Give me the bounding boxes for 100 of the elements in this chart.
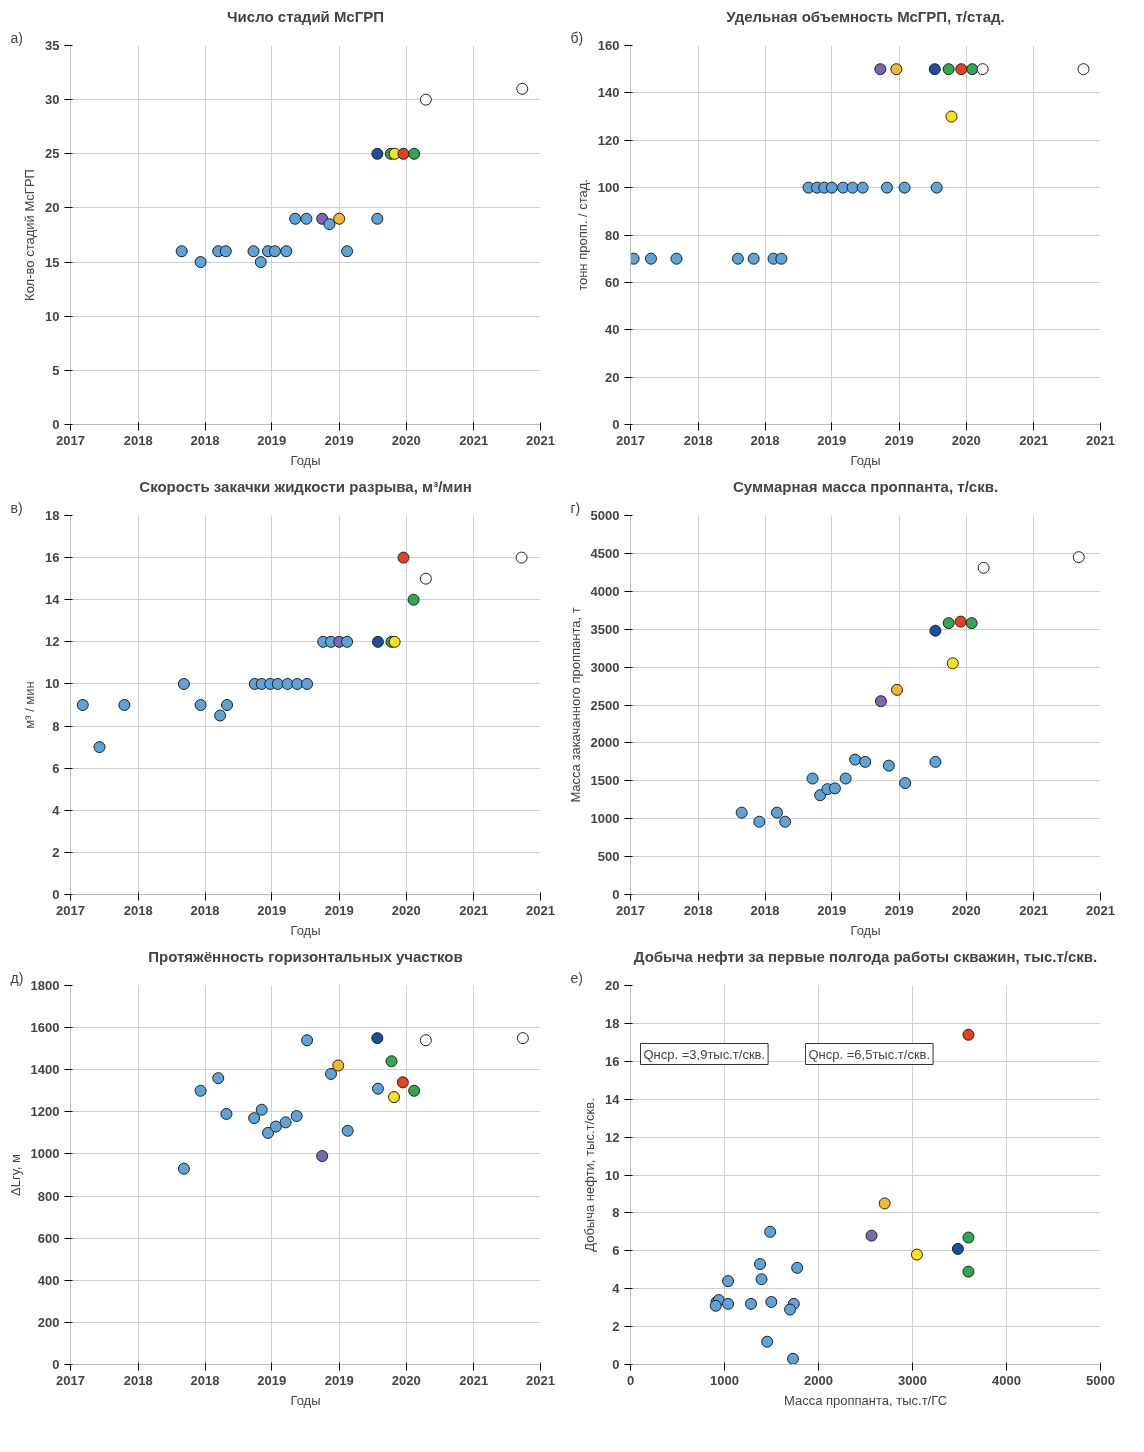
chart-title: Добыча нефти за первые полгода работы скважин, тыс.т/скв. (633, 947, 1098, 965)
y-tick-label: 0 (52, 1357, 60, 1372)
y-tick-label: 6 (52, 760, 60, 776)
y-tick-label: 600 (37, 1230, 60, 1246)
y-tick-label: 8 (52, 718, 60, 734)
x-tick-label: 2020 (391, 902, 421, 918)
x-tick-label: 2019 (817, 902, 847, 918)
y-tick-label: 5 (52, 362, 60, 378)
x-tick-label: 2018 (190, 1372, 220, 1388)
x-tick-label: 2021 (459, 902, 489, 918)
y-tick-label: 15 (45, 254, 60, 270)
chart-title: Удельная объемность МсГРП, т/стад. (726, 7, 1005, 25)
y-tick-label: 20 (605, 369, 620, 385)
y-tick-label: 4 (52, 802, 61, 818)
y-tick-label: 1000 (590, 811, 620, 827)
chart-title: Суммарная масса проппанта, т/скв. (732, 477, 999, 495)
y-tick-label: 18 (605, 1015, 620, 1031)
y-tick-label: 1600 (30, 1020, 60, 1036)
y-tick-label: 0 (52, 417, 60, 432)
y-tick-label: 0 (612, 417, 620, 432)
chart-title: Число стадий МсГРП (227, 7, 384, 25)
y-tick-label: 1200 (30, 1104, 60, 1120)
text: а) (10, 29, 23, 46)
x-tick-label: 2019 (257, 902, 287, 918)
y-tick-label: 500 (597, 849, 620, 865)
y-axis-title: м³ / мин (22, 681, 38, 729)
x-tick-label: 2019 (257, 1372, 287, 1388)
y-tick-label: 80 (605, 227, 620, 243)
x-tick-label: 2019 (324, 432, 354, 448)
y-tick-label: 1500 (590, 773, 620, 789)
x-axis-title: Годы (290, 452, 321, 468)
y-tick-label: 60 (605, 274, 620, 290)
x-tick-label: 2020 (951, 902, 981, 918)
y-tick-label: 14 (605, 1091, 621, 1107)
x-axis-title: Годы (850, 922, 881, 938)
x-tick-label: 3000 (898, 1372, 927, 1388)
text: е) (570, 969, 583, 986)
x-tick-label: 2018 (190, 432, 220, 448)
x-tick-label: 2021 (526, 1372, 555, 1388)
x-tick-label: 2019 (884, 902, 914, 918)
y-tick-label: 12 (605, 1129, 620, 1145)
y-tick-label: 18 (45, 508, 60, 523)
text: д) (10, 969, 24, 986)
x-axis-title: Годы (290, 1392, 321, 1408)
x-tick-label: 2018 (683, 432, 713, 448)
x-tick-label: 0 (626, 1372, 635, 1388)
chart-title: Протяжённость горизонтальных участков (148, 947, 463, 965)
x-tick-label: 2019 (324, 902, 354, 918)
annotation: Qнср. =6,5тыс.т/скв. (808, 1046, 931, 1062)
x-tick-label: 2020 (391, 1372, 421, 1388)
y-tick-label: 10 (605, 1167, 620, 1183)
y-tick-label: 200 (37, 1314, 60, 1330)
x-tick-label: 2017 (56, 902, 85, 918)
x-tick-label: 2021 (526, 902, 555, 918)
x-tick-label: 5000 (1086, 1372, 1115, 1388)
y-tick-label: 4500 (590, 545, 620, 561)
x-tick-label: 2020 (951, 432, 981, 448)
x-axis-title: Масса проппанта, тыс.т/ГС (783, 1392, 948, 1408)
text: б) (570, 29, 584, 46)
x-tick-label: 2018 (123, 432, 153, 448)
x-tick-label: 2021 (1019, 902, 1049, 918)
x-tick-label: 2018 (123, 1372, 153, 1388)
x-tick-label: 2018 (683, 902, 713, 918)
x-tick-label: 2021 (1019, 432, 1049, 448)
x-tick-label: 2018 (750, 902, 780, 918)
x-tick-label: 2000 (804, 1372, 833, 1388)
x-tick-label: 2019 (884, 432, 914, 448)
x-tick-label: 2017 (616, 432, 645, 448)
y-axis-title: тонн пропп. / стад. (574, 179, 590, 291)
x-tick-label: 2018 (190, 902, 220, 918)
y-tick-label: 20 (605, 978, 620, 993)
x-tick-label: 2021 (1086, 432, 1115, 448)
y-tick-label: 8 (612, 1205, 620, 1221)
x-tick-label: 2019 (324, 1372, 354, 1388)
y-tick-label: 40 (605, 322, 620, 338)
text: в) (10, 499, 23, 516)
text: г) (570, 499, 581, 516)
x-tick-label: 2019 (257, 432, 287, 448)
y-tick-label: 16 (45, 550, 60, 566)
y-tick-label: 20 (45, 200, 60, 216)
x-tick-label: 2017 (56, 432, 85, 448)
x-tick-label: 2021 (526, 432, 555, 448)
y-tick-label: 1800 (30, 978, 60, 993)
y-tick-label: 30 (45, 92, 60, 108)
y-tick-label: 2 (52, 844, 60, 860)
x-axis-title: Годы (850, 452, 881, 468)
x-tick-label: 2019 (817, 432, 847, 448)
y-tick-label: 400 (37, 1272, 60, 1288)
x-tick-label: 2020 (391, 432, 421, 448)
y-tick-label: 10 (45, 308, 60, 324)
x-tick-label: 2021 (459, 432, 489, 448)
y-tick-label: 140 (597, 85, 620, 101)
x-tick-label: 2018 (123, 902, 153, 918)
y-tick-label: 3000 (590, 659, 620, 675)
x-axis-title: Годы (290, 922, 321, 938)
y-axis-title: Кол-во стадий МсГРП (22, 169, 38, 301)
y-tick-label: 800 (37, 1188, 60, 1204)
y-tick-label: 2000 (590, 735, 620, 751)
y-tick-label: 4000 (590, 583, 620, 599)
y-axis-title: Добыча нефти, тыс.т/скв. (582, 1098, 598, 1252)
